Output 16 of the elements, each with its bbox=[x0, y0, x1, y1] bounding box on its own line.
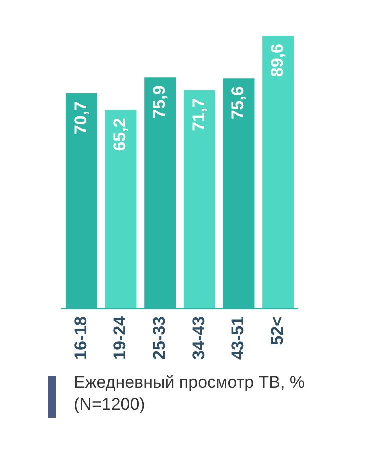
data-label: 70,7 bbox=[71, 101, 90, 135]
x-tick-label: 19-24 bbox=[110, 316, 130, 360]
x-tick-label: 16-18 bbox=[71, 316, 90, 360]
bar bbox=[184, 90, 216, 309]
x-tick-label: 52< bbox=[268, 316, 288, 346]
x-tick-label: 43-51 bbox=[228, 316, 248, 360]
x-tick-label: 25-33 bbox=[150, 316, 170, 360]
data-label: 89,6 bbox=[268, 44, 288, 78]
data-label: 75,9 bbox=[150, 86, 170, 119]
bar bbox=[105, 110, 137, 309]
data-label: 71,7 bbox=[189, 98, 208, 132]
text: Ежедневный просмотр ТВ, % (N=1200) bbox=[74, 372, 306, 416]
bar bbox=[262, 36, 294, 309]
x-tick-label: 34-43 bbox=[189, 316, 208, 360]
data-label: 65,2 bbox=[110, 118, 130, 152]
data-label: 75,6 bbox=[228, 86, 248, 120]
